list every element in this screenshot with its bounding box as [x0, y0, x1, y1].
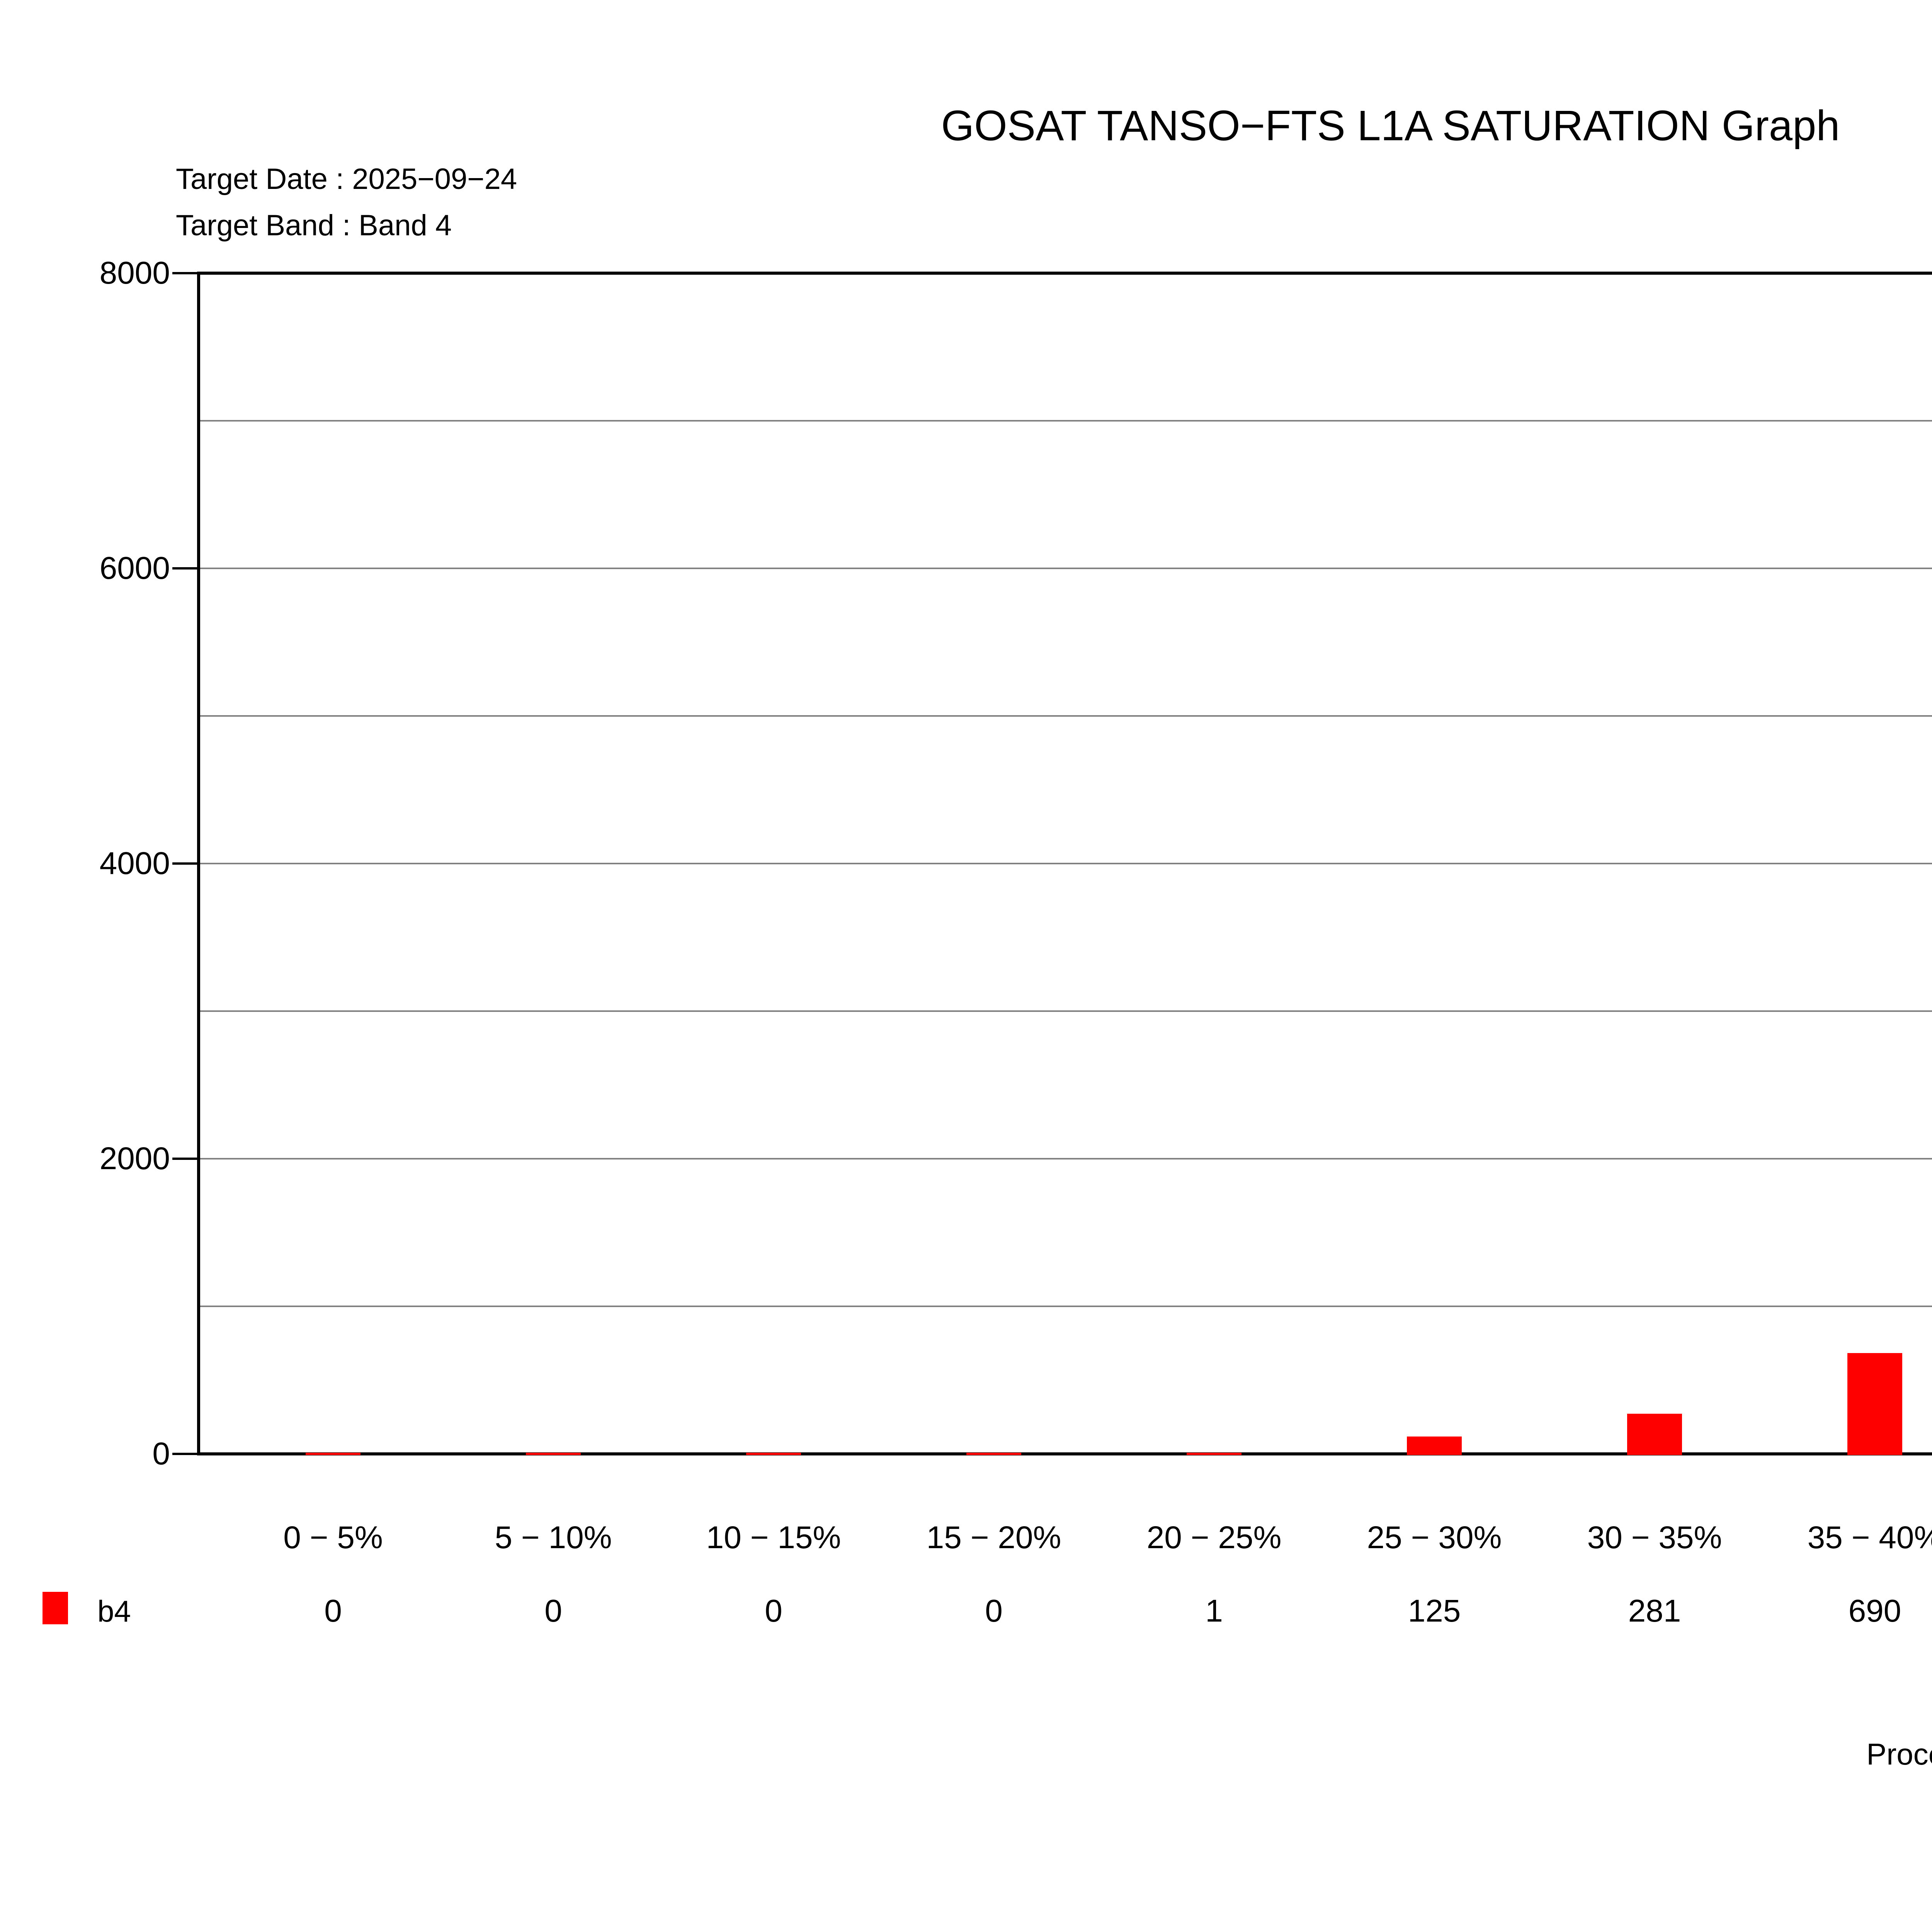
bar [1407, 1437, 1462, 1455]
x-category-label: 20 − 25% [1146, 1520, 1282, 1555]
gridline [200, 420, 1932, 422]
bar [746, 1453, 801, 1455]
y-tick-label: 8000 [99, 255, 170, 291]
bar [1627, 1414, 1682, 1455]
x-category-label: 35 − 40% [1807, 1520, 1932, 1555]
value-label: 125 [1408, 1593, 1461, 1629]
gridline [200, 568, 1932, 569]
y-tick-label: 6000 [99, 551, 170, 586]
target-date-label: Target Date : 2025−09−24 [176, 163, 517, 196]
value-label: 0 [324, 1593, 342, 1629]
bar [1187, 1453, 1242, 1455]
x-category-label: 15 − 20% [926, 1520, 1061, 1555]
y-tick-left [172, 272, 197, 274]
legend-swatch-b4 [43, 1592, 68, 1624]
gridline [200, 1158, 1932, 1159]
y-tick-left [172, 1453, 197, 1455]
value-label: 0 [765, 1593, 782, 1629]
gridline [200, 863, 1932, 864]
gridline [200, 1010, 1932, 1012]
x-category-label: 30 − 35% [1587, 1520, 1722, 1555]
chart-title: GOSAT TANSO−FTS L1A SATURATION Graph [941, 102, 1840, 150]
value-label: 281 [1628, 1593, 1681, 1629]
x-category-label: 5 − 10% [495, 1520, 612, 1555]
bar [306, 1453, 361, 1455]
value-label: 1 [1205, 1593, 1223, 1629]
x-category-label: 0 − 5% [283, 1520, 383, 1555]
x-category-label: 25 − 30% [1367, 1520, 1502, 1555]
y-tick-label: 2000 [99, 1141, 170, 1176]
y-tick-label: 4000 [99, 846, 170, 881]
value-label: 0 [544, 1593, 562, 1629]
y-tick-left [172, 567, 197, 570]
value-label: 0 [985, 1593, 1003, 1629]
y-tick-label: 0 [152, 1436, 170, 1471]
bar [1847, 1353, 1902, 1455]
legend-label-b4: b4 [97, 1594, 131, 1628]
bar [526, 1453, 581, 1455]
gridline [200, 1306, 1932, 1307]
gridline [200, 715, 1932, 717]
y-tick-left [172, 1158, 197, 1160]
x-category-label: 10 − 15% [706, 1520, 841, 1555]
value-label: 690 [1848, 1593, 1901, 1629]
target-band-label: Target Band : Band 4 [176, 209, 452, 242]
footer-processed-label: Processed by JAXA/EORC at 2025−09−26 08:… [1866, 1737, 1932, 1771]
bar [966, 1453, 1021, 1455]
y-tick-left [172, 862, 197, 865]
